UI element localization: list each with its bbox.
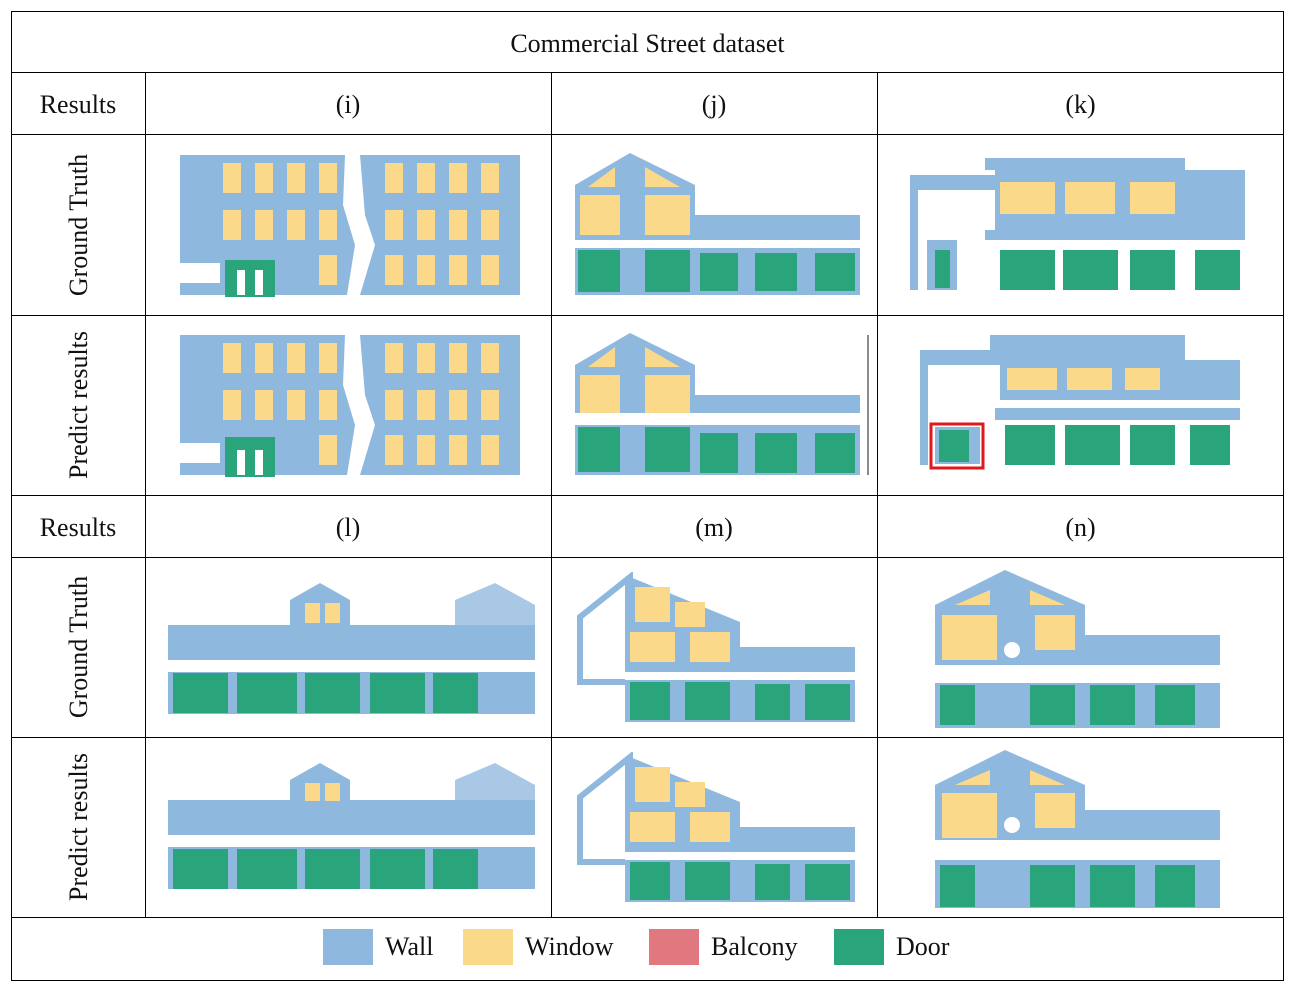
rule (551, 72, 552, 917)
legend-swatch (649, 929, 699, 965)
results-header: Results (39, 90, 117, 119)
rule (11, 72, 1284, 73)
figure-frame (11, 11, 1284, 981)
rule (145, 72, 146, 917)
row-label-ground-truth: Ground Truth (64, 575, 93, 719)
rule (877, 72, 878, 917)
facade-image-l-ground-truth (168, 583, 535, 714)
rule (11, 134, 1284, 135)
column-label: (m) (695, 513, 733, 542)
legend-item-door: Door (834, 928, 949, 966)
facade-image-m-ground-truth (577, 572, 855, 722)
legend-item-window: Window (463, 928, 614, 966)
facade-image-m-predict (577, 752, 855, 902)
legend-item-wall: Wall (323, 928, 433, 966)
rule (11, 917, 1284, 918)
table-title: Commercial Street dataset (510, 29, 785, 58)
facade-image-i-ground-truth (180, 155, 520, 297)
rule (11, 315, 1284, 316)
column-label: (j) (701, 90, 727, 119)
results-header: Results (39, 513, 117, 542)
column-label: (n) (1065, 513, 1096, 542)
row-label-ground-truth: Ground Truth (64, 153, 93, 297)
column-label: (k) (1065, 90, 1096, 119)
facade-image-l-predict (168, 763, 535, 889)
facade-image-k-predict (920, 335, 1240, 470)
row-label-predict: Predict results (64, 752, 93, 902)
rule (11, 557, 1284, 558)
facade-image-j-predict (575, 333, 869, 475)
rule (11, 495, 1284, 496)
legend-label: Balcony (711, 932, 798, 961)
row-label-predict: Predict results (64, 330, 93, 480)
legend-label: Wall (385, 932, 434, 961)
column-label: (l) (335, 513, 361, 542)
legend-swatch (323, 929, 373, 965)
column-label: (i) (335, 90, 361, 119)
error-highlight-box (929, 422, 985, 470)
legend-swatch (834, 929, 884, 965)
legend-swatch (463, 929, 513, 965)
rule (11, 737, 1284, 738)
facade-image-k-ground-truth (910, 158, 1245, 290)
facade-image-j-ground-truth (575, 153, 860, 295)
legend-label: Door (896, 932, 950, 961)
facade-image-n-predict (935, 750, 1220, 908)
facade-image-n-ground-truth (935, 570, 1220, 728)
legend-item-balcony: Balcony (649, 928, 798, 966)
facade-image-i-predict (180, 335, 520, 477)
legend-label: Window (525, 932, 614, 961)
